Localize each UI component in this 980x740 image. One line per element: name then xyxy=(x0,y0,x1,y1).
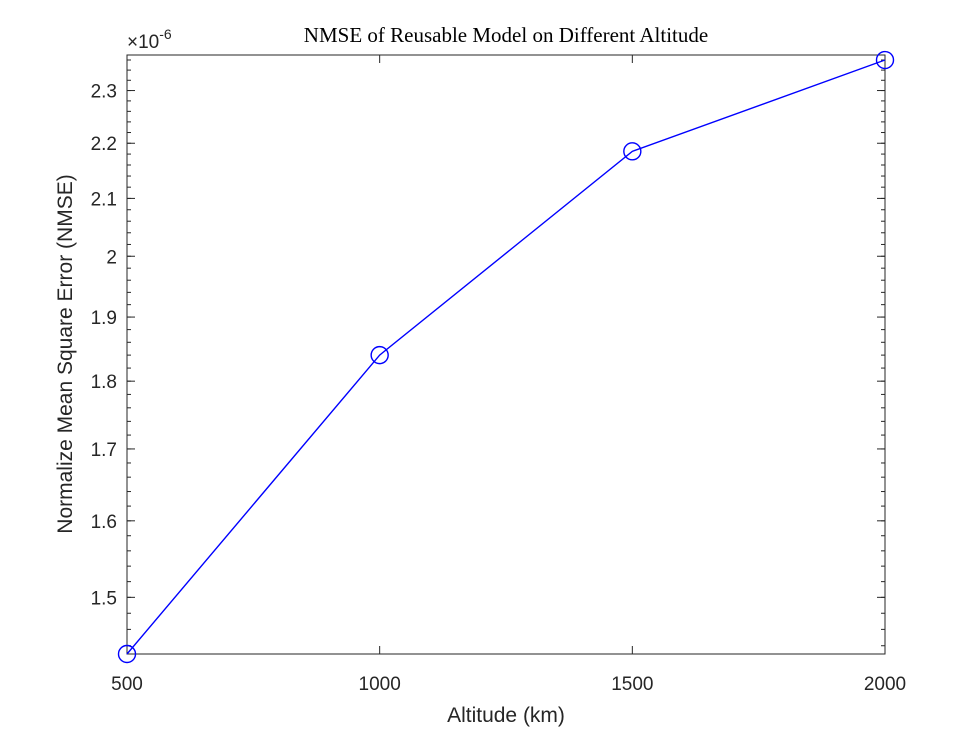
y-tick-label: 1.7 xyxy=(91,440,117,461)
data-point-marker xyxy=(370,345,389,365)
y-tick-label: 1.6 xyxy=(91,512,117,533)
x-ticks: 500 1000 1500 2000 xyxy=(111,55,906,695)
y-ticks: 1.5 1.6 1.7 1.8 1.9 2 2.1 2.2 2.3 xyxy=(91,82,885,609)
x-tick-label: 2000 xyxy=(864,674,906,695)
data-point-marker xyxy=(623,142,642,161)
x-tick-label: 1500 xyxy=(611,674,653,695)
x-tick-label: 500 xyxy=(111,674,143,695)
x-tick-label: 1000 xyxy=(359,674,401,695)
series-layer xyxy=(117,50,895,664)
exponent-base: ×10 xyxy=(127,32,159,53)
plot-area xyxy=(127,55,885,654)
y-tick-label: 1.8 xyxy=(91,372,117,393)
chart-title: NMSE of Reusable Model on Different Alti… xyxy=(304,23,708,47)
y-tick-label: 2.2 xyxy=(91,134,117,155)
y-tick-label: 1.5 xyxy=(91,588,117,609)
exponent-power: -6 xyxy=(159,26,172,42)
data-point-marker xyxy=(875,50,895,70)
y-tick-label: 2.1 xyxy=(91,189,117,210)
series-line xyxy=(126,59,886,655)
y-tick-label: 2 xyxy=(106,247,117,268)
y-tick-label: 1.9 xyxy=(91,308,117,329)
x-axis-title: Altitude (km) xyxy=(447,704,565,727)
y-tick-label: 2.3 xyxy=(91,82,117,103)
y-exponent-label: ×10-6 xyxy=(127,26,172,53)
axes-box xyxy=(126,54,886,655)
y-axis-title: Normalize Mean Square Error (NMSE) xyxy=(54,174,77,533)
data-point-marker xyxy=(117,644,137,664)
